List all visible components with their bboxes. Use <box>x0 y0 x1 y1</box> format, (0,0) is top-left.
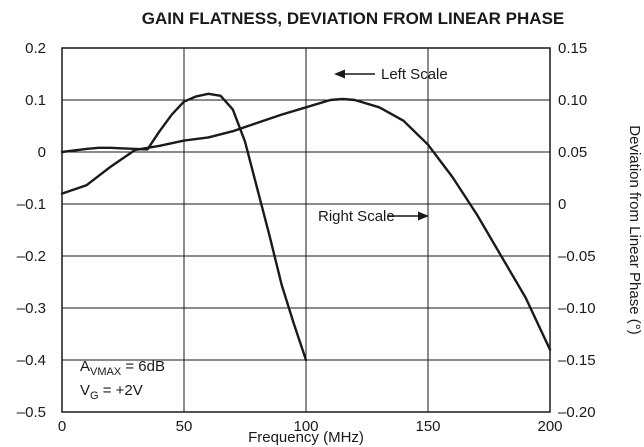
x-tick-label: 200 <box>537 418 562 435</box>
y2-axis-label: Deviation from Linear Phase (°) <box>626 125 643 334</box>
y-tick-label: –0.4 <box>17 352 46 369</box>
y-axis-left-ticks: 0.2 0.1 0 –0.1 –0.2 –0.3 –0.4 –0.5 <box>17 40 46 421</box>
series-line-left <box>60 92 308 362</box>
plot-frame <box>61 47 551 413</box>
x-axis-label: Frequency (MHz) <box>248 429 364 446</box>
left-scale-label: Left Scale <box>381 66 448 83</box>
y-tick-label: 0 <box>38 144 46 161</box>
y-tick-label: –0.1 <box>17 196 46 213</box>
right-scale-label: Right Scale <box>318 208 395 225</box>
right-scale-annotation: Right Scale <box>318 208 429 225</box>
x-tick-label: 50 <box>176 418 193 435</box>
left-scale-arrowhead <box>334 69 345 79</box>
y-tick-label: –0.3 <box>17 300 46 317</box>
y-tick-label: 0.1 <box>25 92 46 109</box>
left-scale-annotation: Left Scale <box>334 66 448 83</box>
y2-tick-label: –0.10 <box>558 300 596 317</box>
vg-condition: VG = +2V <box>80 382 143 402</box>
y-axis-right-ticks: 0.15 0.10 0.05 0 –0.05 –0.10 –0.15 –0.20 <box>558 40 596 421</box>
y-tick-label: 0.2 <box>25 40 46 57</box>
x-axis-ticks: 0 50 100 150 200 <box>58 418 563 435</box>
avmax-condition: AVMAX = 6dB <box>80 358 165 378</box>
x-tick-label: 0 <box>58 418 66 435</box>
series-line-right <box>60 97 552 351</box>
y2-tick-label: 0.10 <box>558 92 587 109</box>
x-tick-label: 100 <box>293 418 318 435</box>
right-scale-arrowhead <box>418 211 429 221</box>
y2-tick-label: –0.20 <box>558 404 596 421</box>
x-tick-label: 150 <box>415 418 440 435</box>
y-tick-label: –0.5 <box>17 404 46 421</box>
y2-tick-label: 0.15 <box>558 40 587 57</box>
y2-tick-label: –0.15 <box>558 352 596 369</box>
y2-tick-label: –0.05 <box>558 248 596 265</box>
series-group <box>60 92 552 362</box>
y2-tick-label: 0.05 <box>558 144 587 161</box>
chart-title: GAIN FLATNESS, DEVIATION FROM LINEAR PHA… <box>142 9 565 28</box>
y-tick-label: –0.2 <box>17 248 46 265</box>
y2-tick-label: 0 <box>558 196 566 213</box>
